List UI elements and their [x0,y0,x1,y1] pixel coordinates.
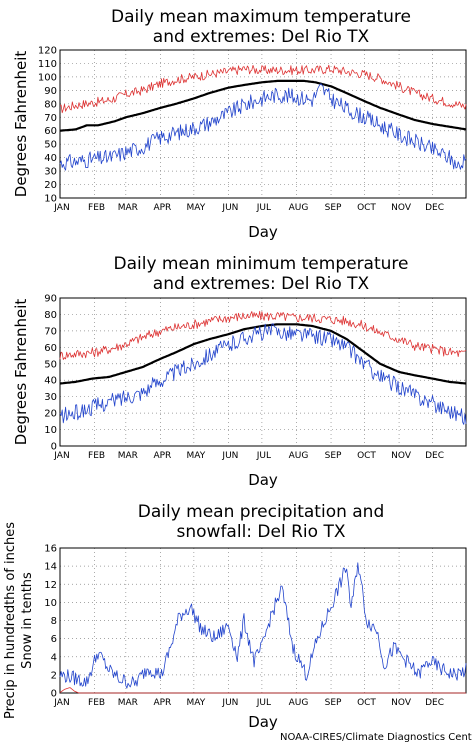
x-tick-label: JAN [53,698,69,708]
y-tick-label: 0 [51,689,57,700]
y-axis-label: Snow in tenths [20,572,35,669]
y-tick-label: 0 [51,442,57,453]
y-axis-label: Degrees Fahrenheit [12,51,30,198]
series-line-1 [59,64,467,114]
x-tick-label: FEB [88,698,105,708]
x-tick-label: DEC [425,451,444,461]
y-tick-label: 16 [44,544,57,555]
x-tick-label: MAR [118,451,138,461]
y-tick-label: 20 [44,180,57,191]
x-tick-label: FEB [88,451,105,461]
series-line-2 [59,323,467,385]
chart-title: snowfall: Del Rio TX [177,522,346,542]
y-tick-label: 30 [44,392,57,403]
credit-text: NOAA-CIRES/Climate Diagnostics Center [280,732,472,743]
series-line-1 [59,562,467,689]
y-tick-label: 10 [44,598,57,609]
chart-title: Daily mean minimum temperature [114,254,409,274]
x-tick-label: FEB [88,203,105,213]
x-tick-label: JUN [221,203,238,213]
x-tick-label: JUN [221,451,238,461]
y-axis-label: Precip in hundredths of inches [3,522,18,719]
y-tick-label: 50 [44,359,57,370]
x-tick-label: MAY [186,698,205,708]
x-tick-label: DEC [425,203,444,213]
series-line-3 [59,323,467,425]
series-line-2 [59,687,466,694]
y-tick-label: 50 [44,140,57,151]
x-tick-label: OCT [357,203,376,213]
y-tick-label: 80 [44,310,57,321]
plot-frame [59,49,467,199]
x-tick-label: JAN [53,451,69,461]
x-axis-label: Day [248,713,278,731]
x-tick-label: JUL [256,203,271,213]
y-tick-label: 90 [44,294,57,305]
x-tick-label: JAN [53,203,69,213]
x-tick-label: JUN [221,698,238,708]
x-tick-label: AUG [289,451,309,461]
plot-frame [59,297,467,447]
y-tick-label: 80 [44,99,57,110]
x-tick-label: APR [153,698,171,708]
x-tick-label: OCT [357,698,376,708]
x-tick-label: NOV [391,698,412,708]
series-line-3 [59,83,467,171]
x-tick-label: MAR [118,203,138,213]
y-tick-label: 14 [44,562,57,573]
y-tick-label: 20 [44,409,57,420]
x-tick-label: AUG [289,698,309,708]
x-tick-label: SEP [325,698,342,708]
x-tick-label: MAY [186,451,205,461]
x-tick-label: DEC [425,698,444,708]
x-tick-label: MAR [118,698,138,708]
y-tick-label: 10 [44,194,57,205]
y-tick-label: 6 [51,634,57,645]
x-tick-label: MAY [186,203,205,213]
x-tick-label: JUL [256,451,271,461]
chart-title: Daily mean precipitation and [138,502,385,522]
y-tick-label: 70 [44,113,57,124]
x-tick-label: SEP [325,451,342,461]
x-tick-label: OCT [357,451,376,461]
y-axis-label: Degrees Fahrenheit [12,299,30,446]
x-tick-label: NOV [391,203,412,213]
y-tick-label: 60 [44,126,57,137]
x-axis-label: Day [248,223,278,241]
y-tick-label: 70 [44,326,57,337]
y-tick-label: 2 [51,670,57,681]
y-tick-label: 120 [38,46,57,57]
series-line-1 [59,310,467,360]
chart-title: Daily mean maximum temperature [111,7,411,27]
y-tick-label: 100 [38,72,57,83]
series-line-2 [59,79,467,132]
y-tick-label: 30 [44,167,57,178]
x-tick-label: NOV [391,451,412,461]
x-tick-label: APR [153,451,171,461]
x-tick-label: APR [153,203,171,213]
x-tick-label: AUG [289,203,309,213]
y-tick-label: 60 [44,343,57,354]
y-tick-label: 10 [44,425,57,436]
x-tick-label: JUL [256,698,271,708]
x-axis-label: Day [248,471,278,489]
y-tick-label: 40 [44,376,57,387]
y-tick-label: 110 [38,59,57,70]
y-tick-label: 4 [51,652,57,663]
y-tick-label: 90 [44,86,57,97]
chart-title: and extremes: Del Rio TX [153,27,370,47]
y-tick-label: 40 [44,153,57,164]
y-tick-label: 12 [44,580,57,591]
y-tick-label: 8 [51,616,57,627]
x-tick-label: SEP [325,203,342,213]
chart-title: and extremes: Del Rio TX [153,274,370,294]
